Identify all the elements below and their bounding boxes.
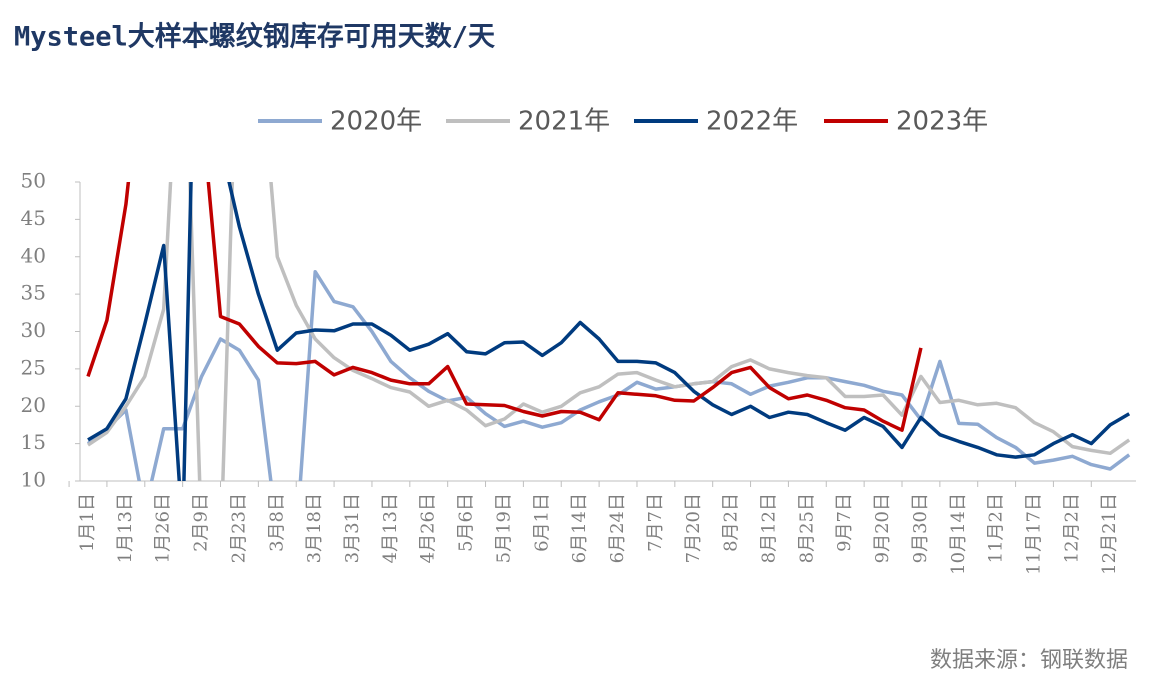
y-tick-label: 10: [21, 468, 46, 492]
legend-label: 2023年: [896, 107, 988, 137]
series-line: [87, 182, 1131, 481]
x-tick-label: 2月9日: [191, 493, 212, 552]
x-tick-label: 2月23日: [228, 493, 249, 563]
y-tick-label: 15: [21, 430, 46, 454]
y-tick-label: 20: [21, 393, 46, 417]
x-tick-label: 9月20日: [872, 493, 893, 563]
x-tick-label: 4月13日: [380, 493, 401, 563]
y-tick-label: 40: [21, 243, 46, 267]
x-tick-label: 3月8日: [266, 493, 287, 552]
legend-label: 2022年: [706, 107, 798, 137]
x-tick-label: 5月19日: [493, 493, 514, 563]
x-tick-label: 9月7日: [834, 493, 855, 552]
x-tick-label: 8月12日: [758, 493, 779, 563]
x-tick-label: 4月26日: [418, 493, 439, 563]
x-tick-label: 11月17日: [1024, 493, 1045, 575]
legend-label: 2020年: [330, 107, 422, 137]
y-tick-label: 30: [21, 318, 46, 342]
x-tick-label: 8月2日: [721, 493, 742, 552]
y-tick-label: 50: [21, 169, 46, 193]
x-tick-label: 6月24日: [607, 493, 628, 563]
x-tick-label: 8月25日: [796, 493, 817, 563]
x-tick-label: 3月31日: [342, 493, 363, 563]
x-tick-label: 12月2日: [1061, 493, 1082, 563]
series-line: [86, 182, 923, 432]
x-tick-label: 5月6日: [456, 493, 477, 552]
x-tick-label: 10月14日: [948, 493, 969, 575]
x-tick-label: 6月14日: [569, 493, 590, 563]
legend-label: 2021年: [518, 107, 610, 137]
x-tick-label: 7月7日: [645, 493, 666, 552]
x-tick-label: 12月21日: [1099, 493, 1120, 575]
x-tick-label: 3月18日: [304, 493, 325, 563]
x-tick-label: 1月26日: [153, 493, 174, 563]
x-tick-label: 1月1日: [77, 493, 98, 552]
y-tick-label: 45: [21, 206, 46, 230]
source: 数据来源：钢联数据: [930, 648, 1128, 673]
series-line: [87, 182, 1131, 481]
plot-area: [86, 182, 1131, 481]
series-line: [86, 269, 1131, 481]
x-tick-label: 11月2日: [986, 493, 1007, 563]
x-tick-label: 6月1日: [531, 493, 552, 552]
y-tick-label: 35: [21, 281, 46, 305]
y-tick-label: 25: [21, 355, 46, 379]
x-tick-label: 1月13日: [115, 493, 136, 563]
chart-title: Mysteel大样本螺纹钢库存可用天数/天: [14, 21, 495, 53]
x-tick-label: 9月30日: [910, 493, 931, 563]
x-tick-label: 7月20日: [683, 493, 704, 563]
